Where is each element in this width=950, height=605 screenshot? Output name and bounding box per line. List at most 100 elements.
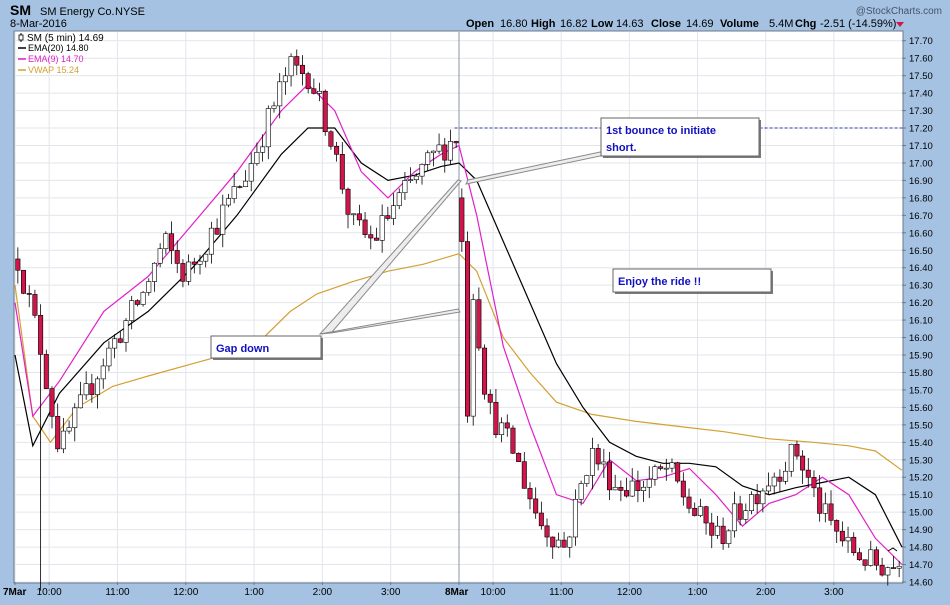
candle-up: [208, 227, 214, 255]
x-tick-label: 3:00: [381, 587, 401, 598]
candle-down: [191, 261, 197, 265]
candle-up: [743, 510, 749, 520]
legend-item-ema9: EMA(9) 14.70: [18, 54, 84, 64]
candle-down: [174, 250, 180, 264]
y-tick-label: 17.50: [909, 71, 933, 82]
y-tick-label: 17.20: [909, 124, 933, 135]
candle-up: [669, 462, 675, 469]
candle-up: [822, 503, 828, 514]
candle-up: [220, 204, 226, 235]
candle-down: [294, 56, 300, 66]
close-value: 14.69: [686, 18, 714, 30]
candle-down: [169, 233, 175, 251]
candle-up: [470, 299, 476, 417]
candle-down: [43, 354, 49, 389]
candle-up: [584, 475, 590, 484]
annotation-box: [210, 335, 322, 359]
low-label: Low: [591, 18, 613, 30]
annotation-gap: Gap down: [210, 335, 323, 360]
x-tick-label: 8Mar: [445, 587, 468, 598]
candle-down: [334, 145, 340, 155]
x-tick-label: 10:00: [37, 587, 62, 598]
y-tick-label: 16.90: [909, 176, 933, 187]
candle-up: [447, 141, 453, 161]
x-tick-label: 10:00: [481, 587, 506, 598]
y-tick-label: 15.70: [909, 385, 933, 396]
candle-up: [425, 152, 431, 165]
candle-down: [851, 536, 857, 553]
candle-down: [237, 186, 243, 188]
candle-up: [83, 383, 89, 396]
candle-up: [641, 486, 647, 492]
legend-candle-body: [18, 34, 24, 41]
candle-up: [788, 443, 794, 472]
candle-up: [413, 175, 419, 181]
candle-down: [510, 427, 516, 454]
candle-up: [771, 476, 777, 487]
candle-down: [453, 141, 459, 144]
candle-down: [356, 213, 362, 221]
candle-up: [351, 213, 357, 216]
candle-up: [714, 525, 720, 536]
candle-down: [504, 422, 510, 429]
candle-up: [419, 164, 425, 177]
y-tick-label: 16.80: [909, 193, 933, 204]
candle-down: [322, 90, 328, 133]
y-tick-label: 15.40: [909, 438, 933, 449]
y-tick-label: 15.00: [909, 508, 933, 519]
watermark: @StockCharts.com: [856, 6, 942, 17]
candle-up: [845, 536, 851, 542]
candle-down: [368, 234, 374, 239]
x-tick-label: 11:00: [549, 587, 574, 598]
chg-label: Chg: [795, 18, 816, 30]
candle-up: [572, 498, 578, 538]
y-tick-label: 16.00: [909, 333, 933, 344]
candle-up: [402, 180, 408, 194]
down-arrow-icon: [896, 22, 904, 27]
candle-down: [675, 462, 681, 482]
y-tick-label: 16.70: [909, 211, 933, 222]
candle-down: [26, 293, 32, 295]
candle-down: [305, 73, 311, 90]
candle-up: [106, 347, 112, 367]
low-value: 14.63: [616, 18, 644, 30]
quote-line: Open 16.80 High 16.82 Low 14.63 Close 14…: [466, 18, 896, 30]
candle-up: [197, 260, 203, 265]
candle-down: [680, 480, 686, 498]
candle-down: [493, 401, 499, 435]
annotation-box: [612, 268, 772, 293]
y-tick-label: 17.00: [909, 158, 933, 169]
open-label: Open: [466, 18, 494, 30]
candle-up: [408, 179, 414, 182]
candle-down: [709, 522, 715, 536]
company-name: SM Energy Co.: [40, 6, 115, 18]
candle-up: [231, 186, 237, 199]
y-tick-label: 17.10: [909, 141, 933, 152]
candle-down: [595, 448, 601, 465]
y-tick-label: 15.90: [909, 351, 933, 362]
y-tick-label: 17.60: [909, 54, 933, 65]
candle-down: [55, 416, 61, 450]
candle-down: [618, 486, 624, 491]
candle-down: [32, 294, 38, 316]
grid: [14, 32, 902, 583]
candle-up: [282, 75, 288, 83]
chart-date: 8-Mar-2016: [10, 18, 67, 30]
candle-up: [663, 467, 669, 470]
candle-down: [794, 443, 800, 457]
candle-down: [686, 496, 692, 509]
vwap-line: [14, 253, 903, 471]
candle-up: [123, 320, 129, 343]
annotation-ride: Enjoy the ride !!: [612, 268, 773, 294]
last-price-marker: [887, 547, 898, 552]
candle-down: [117, 338, 123, 343]
candle-up: [567, 536, 573, 548]
candle-down: [362, 219, 368, 235]
chg-value: -2.51 (-14.59%): [820, 18, 896, 30]
y-tick-label: 17.40: [909, 89, 933, 100]
gap-pointer-lower: [319, 308, 461, 335]
candle-down: [134, 300, 140, 305]
candle-down: [737, 503, 743, 520]
candle-up: [271, 105, 277, 109]
candle-down: [805, 469, 811, 478]
